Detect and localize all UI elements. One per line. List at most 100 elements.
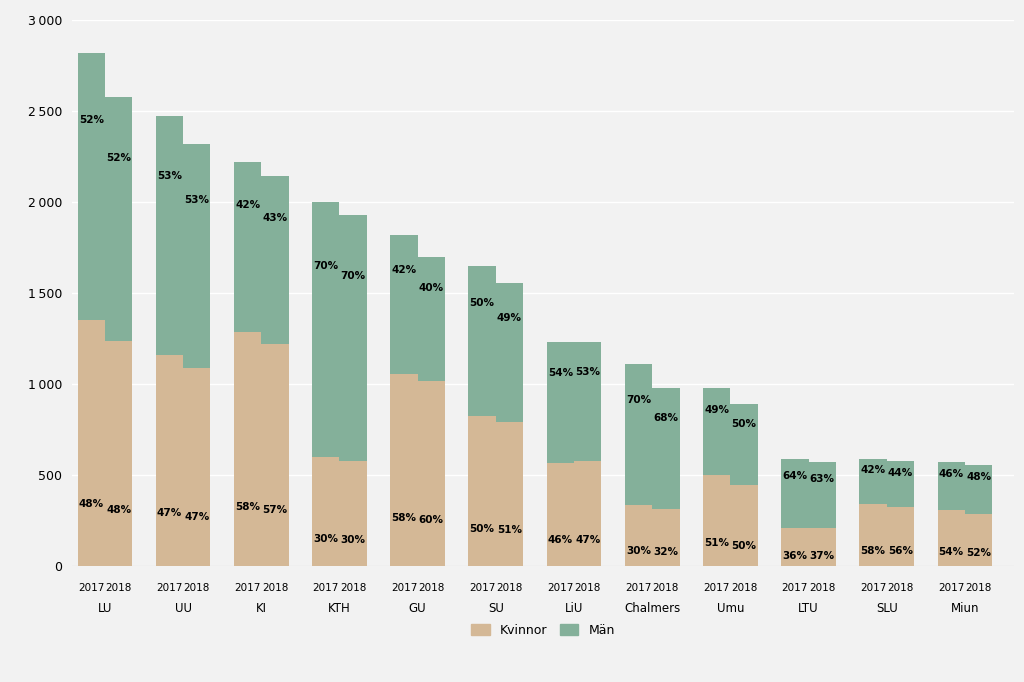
Bar — [859, 459, 887, 504]
Text: 54%: 54% — [939, 547, 964, 557]
Text: 70%: 70% — [626, 394, 651, 404]
Text: 2018: 2018 — [652, 583, 679, 593]
Text: 2017: 2017 — [312, 583, 339, 593]
Text: 2017: 2017 — [626, 583, 651, 593]
Text: 2018: 2018 — [574, 583, 601, 593]
Text: 50%: 50% — [470, 524, 495, 533]
Text: 64%: 64% — [782, 471, 807, 481]
Bar — [104, 97, 132, 341]
Bar — [809, 462, 836, 528]
Text: 42%: 42% — [236, 200, 260, 209]
Bar — [730, 404, 758, 485]
Text: 47%: 47% — [575, 535, 600, 545]
Bar — [652, 388, 680, 509]
Text: 42%: 42% — [860, 465, 886, 475]
Text: LiU: LiU — [565, 602, 584, 614]
Text: 36%: 36% — [782, 552, 807, 561]
Text: 49%: 49% — [497, 313, 522, 323]
Bar — [468, 416, 496, 566]
Text: 70%: 70% — [313, 261, 338, 271]
Text: 58%: 58% — [860, 546, 886, 556]
Text: UU: UU — [174, 602, 191, 614]
Bar — [809, 528, 836, 566]
Bar — [183, 144, 211, 368]
Text: 52%: 52% — [106, 153, 131, 163]
Bar — [625, 364, 652, 505]
Bar — [104, 341, 132, 566]
Bar — [183, 368, 211, 566]
Text: 48%: 48% — [106, 505, 131, 515]
Text: 50%: 50% — [731, 541, 757, 551]
Text: 2018: 2018 — [809, 583, 836, 593]
Text: 2018: 2018 — [418, 583, 444, 593]
Text: 2017: 2017 — [469, 583, 496, 593]
Text: 2017: 2017 — [781, 583, 808, 593]
Text: GU: GU — [409, 602, 426, 614]
Text: 49%: 49% — [705, 404, 729, 415]
Text: 30%: 30% — [341, 535, 366, 545]
Text: 2018: 2018 — [887, 583, 913, 593]
Bar — [652, 509, 680, 566]
Text: 63%: 63% — [810, 474, 835, 484]
Bar — [730, 485, 758, 566]
Text: SU: SU — [487, 602, 504, 614]
Bar — [418, 257, 445, 381]
Bar — [496, 422, 523, 566]
Text: Umu: Umu — [717, 602, 744, 614]
Bar — [781, 527, 809, 566]
Text: Chalmers: Chalmers — [624, 602, 680, 614]
Text: 52%: 52% — [79, 115, 103, 125]
Text: 37%: 37% — [810, 552, 835, 561]
Bar — [703, 388, 730, 475]
Text: 40%: 40% — [419, 283, 443, 293]
Bar — [233, 162, 261, 332]
Bar — [703, 475, 730, 566]
Bar — [887, 507, 914, 566]
Text: 2017: 2017 — [391, 583, 417, 593]
Bar — [339, 215, 367, 461]
Bar — [78, 320, 104, 566]
Text: KI: KI — [256, 602, 267, 614]
Bar — [156, 355, 183, 566]
Text: 2017: 2017 — [703, 583, 730, 593]
Text: 2018: 2018 — [262, 583, 288, 593]
Text: LTU: LTU — [799, 602, 819, 614]
Text: 2017: 2017 — [78, 583, 104, 593]
Text: 46%: 46% — [939, 469, 964, 479]
Bar — [390, 235, 418, 374]
Text: 32%: 32% — [653, 547, 678, 557]
Text: 2017: 2017 — [157, 583, 182, 593]
Text: SLU: SLU — [876, 602, 898, 614]
Bar — [233, 332, 261, 566]
Text: 48%: 48% — [966, 472, 991, 482]
Bar — [574, 342, 601, 461]
Text: 2018: 2018 — [340, 583, 367, 593]
Text: 30%: 30% — [626, 546, 651, 556]
Text: 2017: 2017 — [938, 583, 965, 593]
Text: 47%: 47% — [157, 508, 182, 518]
Text: 52%: 52% — [966, 548, 991, 558]
Bar — [339, 461, 367, 566]
Bar — [547, 463, 574, 566]
Text: 2018: 2018 — [731, 583, 757, 593]
Text: 58%: 58% — [391, 513, 417, 523]
Legend: Kvinnor, Män: Kvinnor, Män — [466, 619, 620, 642]
Bar — [887, 462, 914, 507]
Text: 70%: 70% — [341, 271, 366, 282]
Bar — [468, 266, 496, 416]
Text: 60%: 60% — [419, 515, 443, 524]
Bar — [390, 374, 418, 566]
Text: 47%: 47% — [184, 512, 209, 522]
Text: 2017: 2017 — [234, 583, 261, 593]
Text: 46%: 46% — [548, 535, 572, 546]
Bar — [965, 514, 992, 566]
Bar — [312, 457, 339, 566]
Text: 68%: 68% — [653, 413, 678, 423]
Bar — [78, 53, 104, 320]
Bar — [496, 283, 523, 422]
Bar — [261, 176, 289, 344]
Text: 54%: 54% — [548, 368, 572, 378]
Text: 57%: 57% — [262, 505, 288, 516]
Text: 48%: 48% — [79, 499, 103, 509]
Text: 30%: 30% — [313, 534, 338, 544]
